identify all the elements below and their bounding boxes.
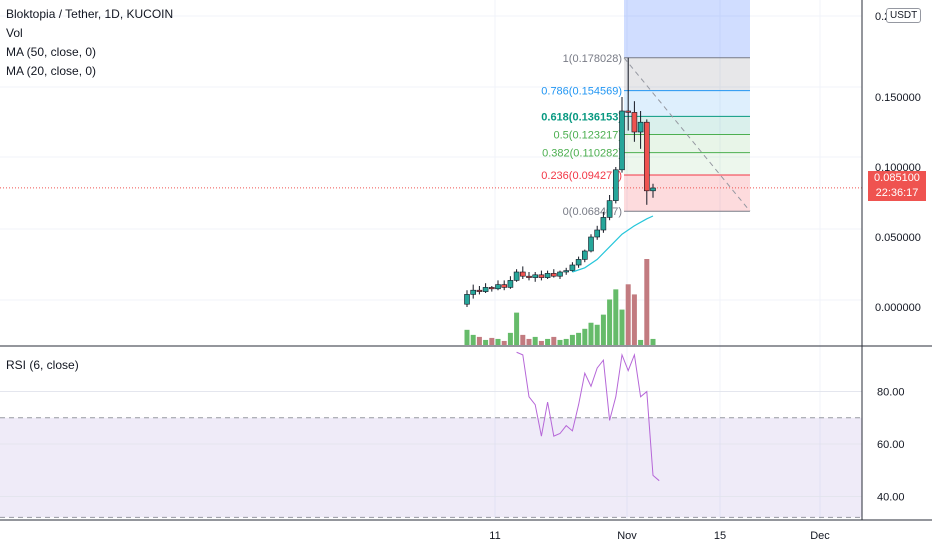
candle-body bbox=[544, 273, 551, 278]
volume-bar bbox=[582, 328, 588, 345]
volume-bar bbox=[644, 259, 650, 345]
candle-body bbox=[643, 121, 650, 192]
volume-bar bbox=[507, 332, 513, 345]
time-axis-tick: Nov bbox=[617, 530, 637, 542]
candle-body bbox=[501, 284, 508, 288]
fib-level-label: 0.786(0.154569) bbox=[541, 86, 622, 98]
fib-level-label: 0.5(0.123217) bbox=[554, 129, 623, 141]
time-axis-tick: 11 bbox=[489, 530, 500, 542]
rsi-axis-tick: 40.00 bbox=[877, 491, 905, 503]
fib-zone bbox=[624, 116, 750, 135]
volume-bar bbox=[569, 334, 575, 345]
volume-bar bbox=[625, 284, 631, 345]
volume-bar bbox=[619, 309, 625, 345]
volume-bar bbox=[545, 338, 551, 345]
candle-body bbox=[476, 289, 483, 292]
currency-badge[interactable]: USDT bbox=[886, 8, 922, 23]
ma20-line bbox=[572, 215, 654, 273]
candle-body bbox=[637, 121, 644, 133]
candle-body bbox=[513, 271, 520, 281]
volume-bar bbox=[576, 332, 582, 345]
volume-bar bbox=[483, 339, 489, 345]
price-axis-tick: 0.050000 bbox=[875, 232, 921, 244]
last-price-label: 0.085100 bbox=[868, 171, 926, 186]
volume-bar bbox=[501, 340, 507, 345]
candle-body bbox=[495, 284, 501, 290]
volume-bar bbox=[563, 338, 569, 345]
time-axis-tick: 15 bbox=[714, 530, 726, 542]
volume-bar bbox=[470, 334, 476, 345]
volume-bar bbox=[650, 338, 656, 345]
candle-body bbox=[464, 294, 470, 305]
volume-bar bbox=[514, 312, 520, 345]
volume-bar bbox=[600, 314, 606, 345]
volume-bar bbox=[495, 338, 501, 345]
bar-countdown-label: 22:36:17 bbox=[868, 186, 926, 201]
candle-body bbox=[631, 112, 638, 133]
price-axis-tick: 0.150000 bbox=[875, 92, 921, 104]
symbol-title: Bloktopia / Tether, 1D, KUCOIN bbox=[6, 7, 174, 21]
fib-level-label: 0.618(0.136153) bbox=[541, 111, 622, 123]
volume-bar bbox=[532, 336, 538, 345]
volume-bar bbox=[520, 334, 526, 345]
volume-bar bbox=[557, 339, 563, 345]
fib-trend-line bbox=[623, 57, 751, 212]
volume-bar bbox=[607, 299, 613, 345]
fib-extension-zone bbox=[624, 0, 750, 58]
candle-body bbox=[588, 236, 594, 252]
ma50-indicator-label[interactable]: MA (50, close, 0) bbox=[6, 45, 97, 59]
fib-zone bbox=[624, 175, 750, 212]
fib-level-label: 0.236(0.094277) bbox=[541, 170, 622, 182]
vol-indicator-label[interactable]: Vol bbox=[6, 26, 23, 40]
candle-body bbox=[650, 187, 656, 192]
rsi-band-fill bbox=[0, 417, 862, 518]
candle-body bbox=[538, 274, 545, 278]
fib-level-label: 0(0.068407) bbox=[563, 206, 622, 218]
rsi-axis-tick: 80.00 bbox=[877, 387, 905, 399]
volume-bar bbox=[489, 337, 495, 345]
volume-bar bbox=[638, 339, 644, 345]
candle-body bbox=[550, 273, 557, 277]
candle-body bbox=[612, 169, 619, 201]
candle-body bbox=[600, 217, 607, 231]
ma20-indicator-label[interactable]: MA (20, close, 0) bbox=[6, 64, 97, 78]
fib-zone bbox=[624, 152, 750, 176]
volume-bar bbox=[594, 324, 600, 345]
candle-body bbox=[619, 110, 625, 171]
candle-body bbox=[581, 250, 588, 260]
fib-level-label: 1(0.178028) bbox=[563, 53, 622, 65]
candle-body bbox=[488, 287, 495, 290]
fib-zone bbox=[624, 90, 750, 117]
volume-bar bbox=[631, 294, 637, 345]
candle-body bbox=[625, 110, 632, 113]
rsi-axis-tick: 60.00 bbox=[877, 439, 905, 451]
fib-level-label: 0.382(0.110282) bbox=[542, 148, 622, 160]
rsi-indicator-label[interactable]: RSI (6, close) bbox=[6, 358, 79, 372]
candle-body bbox=[470, 289, 477, 295]
time-axis-tick: Dec bbox=[810, 530, 830, 542]
volume-bar bbox=[526, 338, 532, 345]
volume-bar bbox=[464, 329, 470, 345]
candle-body bbox=[526, 275, 532, 278]
fib-zone bbox=[624, 57, 750, 91]
price-axis-tick: 0.000000 bbox=[875, 302, 921, 314]
rsi-line bbox=[516, 351, 660, 482]
candle-body bbox=[482, 287, 489, 292]
candle-body bbox=[606, 200, 613, 218]
candle-body bbox=[569, 264, 576, 271]
candle-body bbox=[594, 229, 601, 238]
candle-body bbox=[519, 271, 526, 277]
fib-zone bbox=[624, 134, 750, 153]
candle-body bbox=[563, 270, 570, 273]
volume-bar bbox=[588, 322, 594, 345]
volume-bar bbox=[613, 289, 619, 345]
candle-body bbox=[557, 271, 563, 277]
volume-bar bbox=[551, 336, 557, 345]
volume-bar bbox=[476, 336, 482, 345]
candle-body bbox=[532, 274, 539, 278]
candle-body bbox=[507, 280, 514, 288]
volume-bar bbox=[538, 340, 544, 345]
candle-body bbox=[575, 259, 582, 266]
